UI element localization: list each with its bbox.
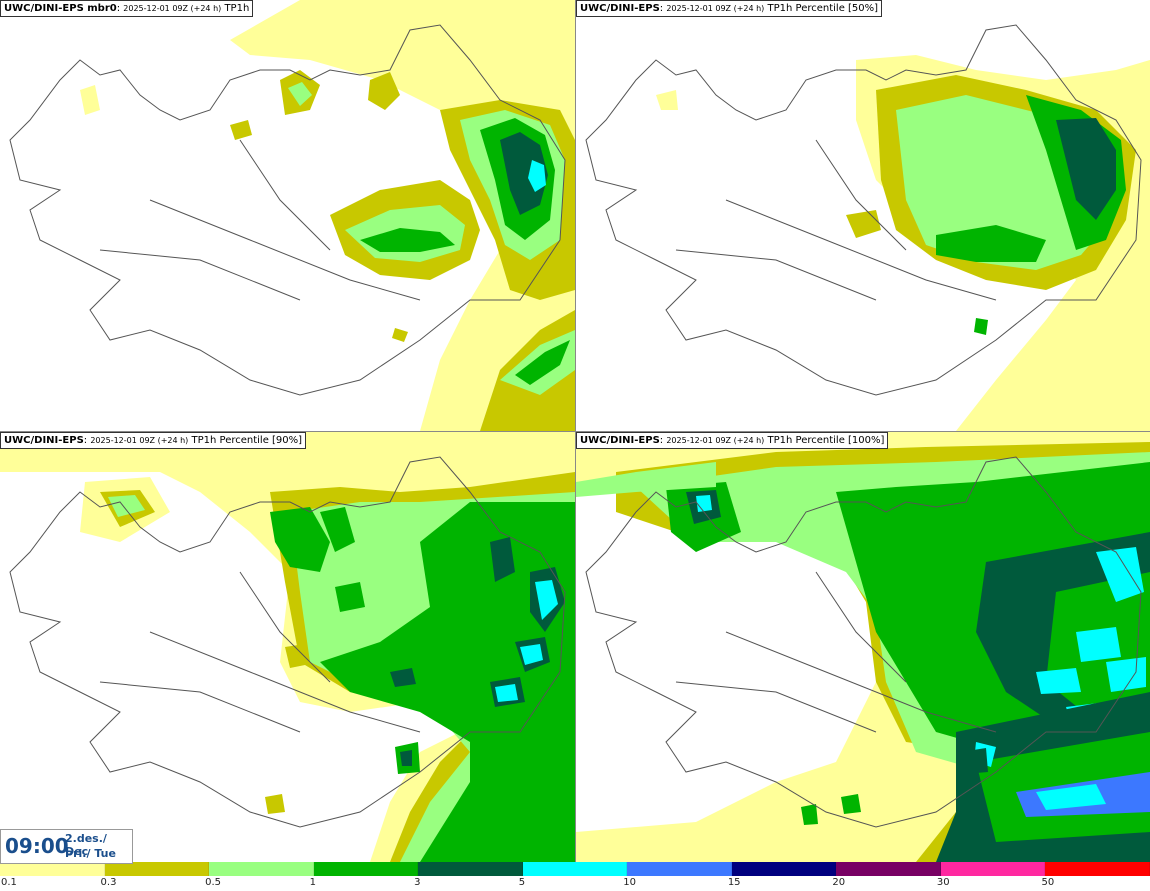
precip-map [585, 24, 1150, 431]
precip-field [576, 432, 1150, 862]
colorbar-tick-label: 15 [727, 877, 741, 888]
iceland-outline [585, 24, 1142, 396]
panel-model: UWC/DINI-EPS [580, 435, 660, 446]
colorbar-segment-1 [104, 862, 210, 876]
panel-time: 2025-12-01 09Z (+24 h) [666, 436, 765, 445]
colorbar-segment-4 [418, 862, 523, 876]
colorbar-segment-5 [522, 862, 628, 876]
panel-field: TP1h Percentile [50%] [767, 3, 879, 14]
colorbar-segment-6 [627, 862, 732, 876]
valid-day: Þri./ Tue [65, 847, 116, 860]
panel-field: TP1h Percentile [100%] [767, 435, 885, 446]
precip-map [0, 432, 575, 862]
colorbar-tick-label: 0.5 [205, 877, 221, 888]
colorbar-tick-label: 0.3 [100, 877, 117, 888]
iceland-outline [9, 24, 566, 396]
precip-field [80, 0, 575, 431]
panel-divider-horizontal [0, 431, 1150, 432]
panel-time: 2025-12-01 09Z (+24 h) [90, 436, 189, 445]
colorbar-segment-7 [731, 862, 837, 876]
colorbar-segment-0 [0, 862, 105, 876]
colorbar-tick-label: 30 [936, 877, 950, 888]
colorbar-tick-label: 50 [1041, 877, 1055, 888]
panel-time: 2025-12-01 09Z (+24 h) [123, 4, 222, 13]
precip-map [9, 0, 575, 431]
panel-time: 2025-12-01 09Z (+24 h) [666, 4, 765, 13]
map-panel-p50: UWC/DINI-EPS: 2025-12-01 09Z (+24 h) TP1… [576, 0, 1150, 431]
valid-time: 09:00 [5, 834, 69, 858]
colorbar-tick-label: 3 [414, 877, 421, 888]
colorbar-tick-label: 5 [518, 877, 526, 888]
panel-model: UWC/DINI-EPS [4, 435, 84, 446]
colorbar-tick-label: 10 [623, 877, 636, 888]
map-panel-p100: UWC/DINI-EPS: 2025-12-01 09Z (+24 h) TP1… [576, 432, 1150, 862]
colorbar-segment-9 [940, 862, 1046, 876]
precip-field [656, 55, 1150, 431]
valid-time-box: 09:00 2.des./ Dec Þri./ Tue [0, 829, 133, 864]
panel-model: UWC/DINI-EPS mbr0 [4, 3, 117, 14]
panel-model: UWC/DINI-EPS [580, 3, 660, 14]
iceland-outline [585, 456, 1142, 828]
colorbar-segment-2 [209, 862, 314, 876]
map-panel-p90: UWC/DINI-EPS: 2025-12-01 09Z (+24 h) TP1… [0, 432, 575, 862]
colorbar-segment-8 [836, 862, 941, 876]
panel-title: UWC/DINI-EPS: 2025-12-01 09Z (+24 h) TP1… [0, 432, 307, 449]
colorbar-ticks: 0.1 0.3 0.5 1 3 5 10 15 20 30 50 [0, 876, 1150, 891]
precip-field [0, 432, 575, 862]
valid-date: 2.des./ Dec [65, 832, 107, 858]
colorbar-segment-3 [313, 862, 419, 876]
panel-title: UWC/DINI-EPS: 2025-12-01 09Z (+24 h) TP1… [576, 432, 889, 449]
map-panel-mbr0: UWC/DINI-EPS mbr0: 2025-12-01 09Z (+24 h… [0, 0, 575, 431]
colorbar-tick-label: 20 [832, 877, 846, 888]
colorbar-segment-10 [1045, 862, 1150, 876]
colorbar-tick-label: 1 [309, 877, 316, 888]
panel-title: UWC/DINI-EPS: 2025-12-01 09Z (+24 h) TP1… [576, 0, 883, 17]
panel-title: UWC/DINI-EPS mbr0: 2025-12-01 09Z (+24 h… [0, 0, 254, 17]
colorbar-tick-label: 0.1 [1, 877, 17, 888]
panel-field: TP1h [224, 3, 250, 14]
panel-field: TP1h Percentile [90%] [191, 435, 303, 446]
colorbar [0, 862, 1150, 876]
iceland-outline [9, 456, 566, 828]
precip-map [576, 432, 1150, 862]
